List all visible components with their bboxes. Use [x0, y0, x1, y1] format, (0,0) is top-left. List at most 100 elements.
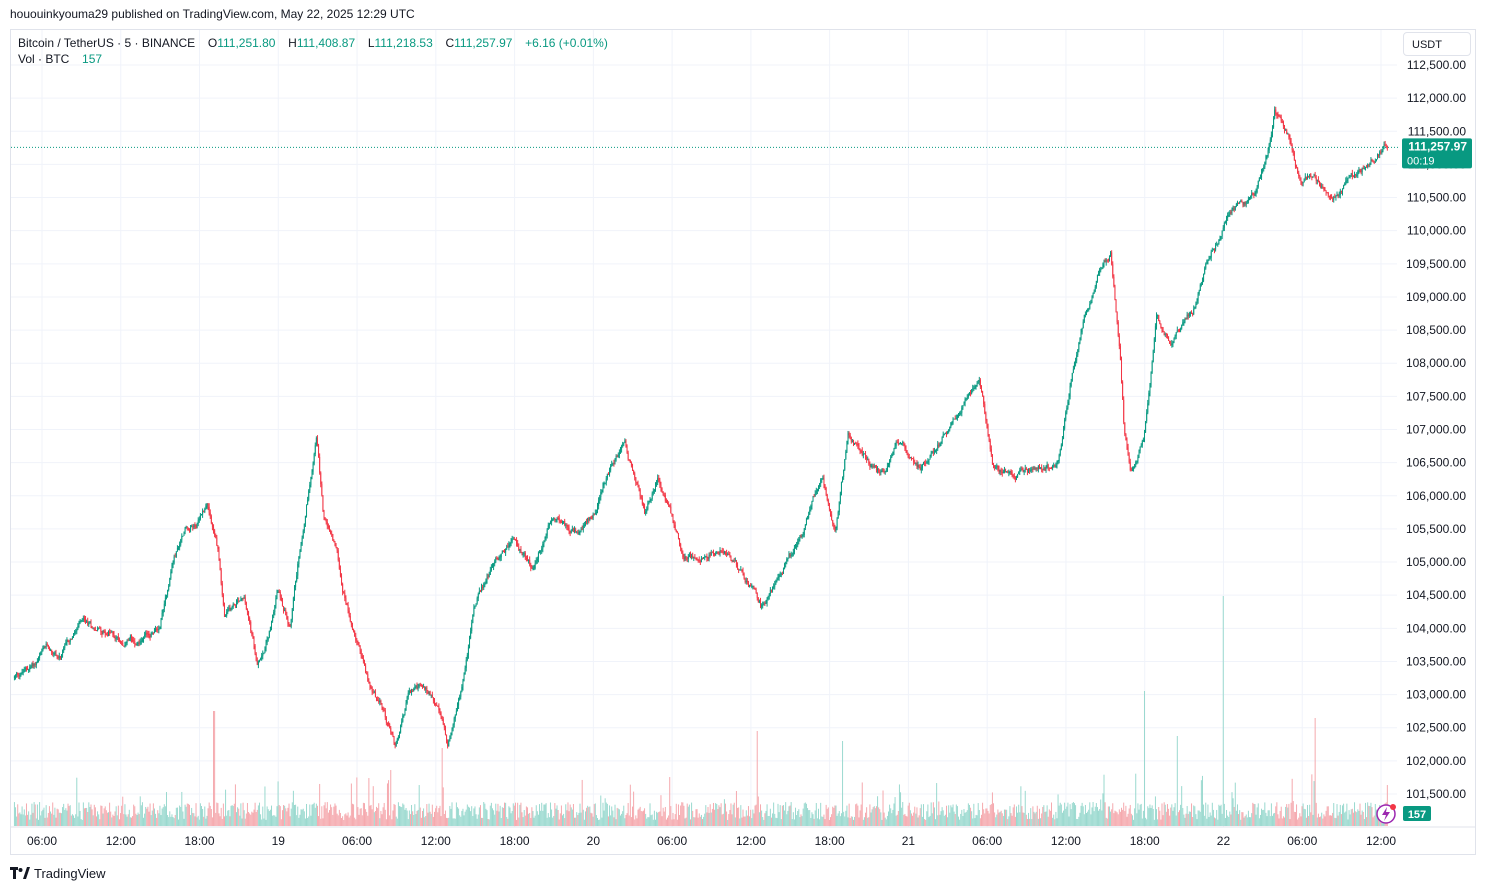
candle-body	[1021, 469, 1023, 471]
candle-body	[447, 740, 449, 747]
candle	[549, 520, 551, 525]
candle-body	[1274, 109, 1276, 119]
candle-body	[58, 656, 60, 659]
candle-body	[465, 659, 467, 669]
candle-body	[1187, 314, 1189, 317]
candle-body	[826, 494, 828, 501]
candle	[32, 660, 34, 669]
candle	[389, 722, 391, 729]
candle	[1101, 267, 1103, 270]
volume-bar	[483, 802, 485, 826]
volume-bar	[359, 808, 361, 826]
candle	[679, 537, 681, 547]
volume-bar	[161, 808, 163, 826]
candle	[632, 463, 634, 472]
candle	[1238, 202, 1240, 205]
candle	[788, 551, 790, 559]
candle	[134, 638, 136, 648]
volume-bar	[322, 818, 324, 826]
volume-bar	[1146, 819, 1148, 826]
volume-bar	[774, 813, 776, 826]
candle-body	[751, 585, 753, 587]
candle-body	[1003, 470, 1005, 472]
volume-bar	[276, 806, 278, 826]
volume-bar	[389, 815, 391, 826]
candle	[512, 536, 514, 540]
candle	[106, 631, 108, 637]
candle	[495, 556, 497, 564]
candle-body	[1340, 190, 1342, 192]
candle	[832, 519, 834, 527]
volume-bar	[847, 817, 849, 826]
candle-body	[660, 484, 662, 489]
volume-bar	[1073, 803, 1075, 826]
candle-body	[487, 576, 489, 578]
candle-body	[504, 551, 506, 553]
candle-body	[706, 556, 708, 559]
candle-body	[1231, 208, 1233, 212]
candle-body	[236, 602, 238, 605]
volume-bar	[83, 808, 85, 826]
volume-bar	[1341, 805, 1343, 826]
candle	[378, 697, 380, 704]
volume-bar	[385, 819, 387, 826]
candle	[199, 513, 201, 521]
candle-body	[909, 457, 911, 459]
volume-bar	[205, 818, 207, 826]
candle	[1322, 184, 1324, 189]
candle-body	[793, 547, 795, 553]
candle-body	[891, 453, 893, 458]
candle	[1118, 333, 1120, 350]
candle	[861, 447, 863, 457]
candle-body	[1064, 419, 1066, 429]
candle-body	[220, 570, 222, 584]
candle	[1131, 466, 1133, 472]
candle-body	[873, 465, 875, 467]
candle-body	[1289, 137, 1291, 141]
volume-bar	[99, 819, 101, 826]
volume-bar	[447, 818, 449, 826]
candle	[542, 541, 544, 553]
candle	[129, 634, 131, 642]
candle	[687, 554, 689, 563]
volume-bar	[822, 816, 824, 826]
candle-body	[1233, 208, 1235, 210]
candle	[633, 469, 635, 475]
candle	[1253, 192, 1255, 199]
candle	[1073, 361, 1075, 370]
candle	[664, 492, 666, 503]
candle	[790, 551, 792, 559]
candle-body	[381, 703, 383, 708]
candle-body	[755, 589, 757, 593]
candle	[371, 686, 373, 696]
volume-bar	[202, 808, 204, 826]
volume-bar	[677, 804, 679, 826]
candle	[292, 596, 294, 612]
candle-body	[1049, 467, 1051, 469]
candle	[674, 521, 676, 531]
candle	[123, 645, 125, 647]
candle-body	[745, 580, 747, 583]
chart-frame[interactable]	[10, 29, 1476, 855]
volume-bar	[1018, 804, 1020, 826]
candle-body	[322, 495, 324, 511]
candle	[1180, 327, 1182, 333]
candle-body	[1038, 465, 1040, 469]
volume-bar	[593, 804, 595, 826]
candle	[425, 686, 427, 693]
volume-bar	[31, 803, 33, 826]
volume-bar	[321, 806, 323, 826]
candle	[216, 534, 218, 547]
candle-body	[105, 634, 107, 636]
candle-body	[1312, 176, 1314, 178]
volume-bar	[1053, 814, 1055, 826]
candle-body	[729, 554, 731, 556]
candle-body	[757, 597, 759, 603]
candle	[71, 636, 73, 640]
candle-body	[577, 532, 579, 534]
candle	[743, 572, 745, 580]
volume-bar	[1168, 808, 1170, 826]
candle-body	[569, 531, 571, 534]
candle	[886, 462, 888, 472]
